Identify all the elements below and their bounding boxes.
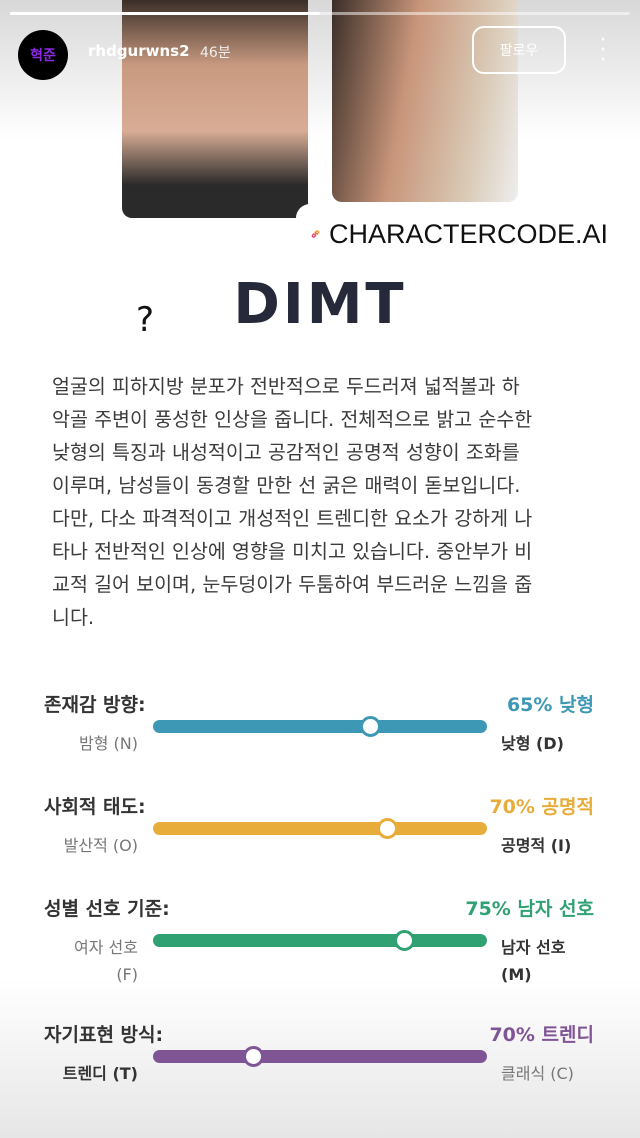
metric-slider xyxy=(153,716,487,737)
metric-right-label: 공명적 (I) xyxy=(501,836,572,855)
slider-knob xyxy=(243,1046,265,1067)
metric-right-label: 클래식 (C) xyxy=(501,1064,574,1083)
metric-left-label: 밤형 (N) xyxy=(79,734,138,753)
side-face-photo xyxy=(332,0,518,202)
description-line: 타나 전반적인 인상에 영향을 미치고 있습니다. 중안부가 비 xyxy=(52,540,533,563)
metric-value: 70% 공명적 xyxy=(489,796,594,818)
link-icon xyxy=(311,230,320,238)
metric-value: 65% 낮형 xyxy=(506,694,594,716)
description: 얼굴의 피하지방 분포가 전반적으로 두드러져 넓적볼과 하 악골 주변이 풍성… xyxy=(52,370,602,634)
post-time: 46분 xyxy=(200,45,231,61)
description-line: 얼굴의 피하지방 분포가 전반적으로 두드러져 넓적볼과 하 xyxy=(52,375,520,398)
slider-knob xyxy=(393,930,415,951)
metric-slider xyxy=(153,1046,487,1067)
description-line: 악골 주변이 풍성한 인상을 줍니다. 전체적으로 밝고 순수한 xyxy=(52,408,533,431)
front-face-photo xyxy=(122,0,308,218)
top-shade xyxy=(0,0,640,140)
metric-label: 성별 선호 기준: xyxy=(44,898,170,920)
slider-knob xyxy=(360,716,382,737)
username[interactable]: rhdgurwns2 xyxy=(88,42,190,60)
slider-knob xyxy=(376,818,398,839)
metric-label: 자기표현 방식: xyxy=(44,1024,164,1046)
avatar[interactable]: 혁준 xyxy=(18,30,68,80)
metric-right-label: 낮형 (D) xyxy=(501,734,564,753)
description-line: 다만, 다소 파격적이고 개성적인 트렌디한 요소가 강하게 나 xyxy=(52,507,533,530)
metric-left-label: 여자 선호 (F) xyxy=(74,938,138,984)
metric-value: 70% 트렌디 xyxy=(489,1024,594,1046)
description-line: 이루며, 남성들이 동경할 만한 선 굵은 매력이 돋보입니다. xyxy=(52,474,521,497)
metric-right-label: 남자 선호 (M) xyxy=(501,938,566,984)
type-title: DIMT xyxy=(233,272,407,337)
follow-button[interactable]: 팔로우 xyxy=(472,26,566,74)
metric-slider xyxy=(153,818,487,839)
metric-value: 75% 남자 선호 xyxy=(465,898,594,920)
story-progress-bar xyxy=(10,12,630,15)
metric-label: 사회적 태도: xyxy=(44,796,146,818)
description-line: 교적 길어 보이며, 눈두덩이가 두툼하여 부드러운 느낌을 줍 xyxy=(52,573,533,596)
link-sticker[interactable]: CHARACTERCODE.AI xyxy=(296,204,608,264)
question-mark: ? xyxy=(136,300,155,340)
metric-label: 존재감 방향: xyxy=(44,694,146,716)
description-line: 낮형의 특징과 내성적이고 공감적인 공명적 성향이 조화를 xyxy=(52,441,520,464)
metric-left-label: 트렌디 (T) xyxy=(62,1064,138,1083)
more-options-icon[interactable]: · · · xyxy=(599,28,607,73)
link-text: CHARACTERCODE.AI xyxy=(328,218,608,249)
metric-left-label: 발산적 (O) xyxy=(63,836,138,855)
metric-slider xyxy=(153,930,487,951)
description-line: 니다. xyxy=(52,606,95,629)
